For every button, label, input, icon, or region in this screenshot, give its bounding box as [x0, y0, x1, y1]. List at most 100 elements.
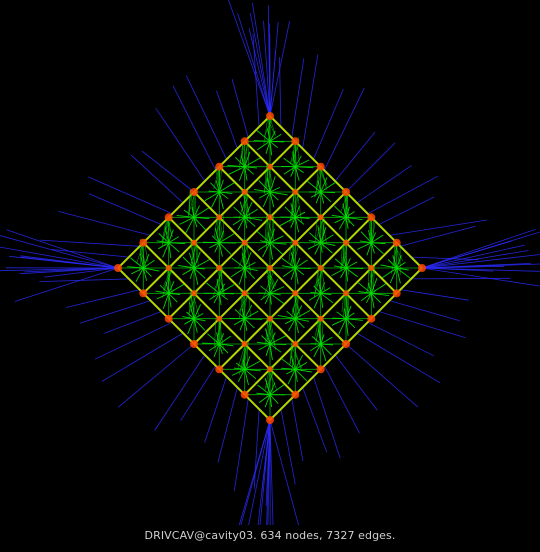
graph-edge: [252, 2, 271, 117]
graph-edge: [51, 249, 129, 258]
graph-edge: [211, 191, 220, 208]
graph-edge: [240, 419, 271, 525]
graph-edge: [135, 267, 144, 282]
graph-edge: [238, 267, 246, 285]
graph-edge: [269, 165, 297, 193]
graph-node-cluster: [392, 238, 401, 247]
graph-edge: [314, 264, 319, 298]
graph-node-cluster: [266, 416, 274, 424]
graph-edge: [263, 20, 271, 117]
graph-edge: [187, 318, 195, 335]
graph-edge: [193, 165, 221, 193]
graph-edge: [243, 216, 271, 244]
graph-edge: [371, 234, 384, 244]
graph-edge: [216, 267, 224, 291]
graph-edge: [231, 78, 249, 138]
graph-edge: [182, 267, 195, 276]
graph-edge: [239, 141, 246, 166]
graph-edge: [269, 21, 279, 117]
graph-edge: [269, 241, 297, 269]
graph-edge: [372, 264, 376, 291]
graph-edge: [193, 205, 200, 218]
graph-edge: [360, 231, 372, 244]
graph-edge: [117, 267, 145, 295]
graph-edge: [238, 295, 248, 313]
graph-edge: [321, 168, 327, 190]
graph-edge: [218, 242, 232, 255]
graph-edge: [243, 191, 271, 219]
graph-edge: [244, 318, 255, 329]
graph-edge: [247, 142, 249, 170]
graph-edge: [219, 191, 229, 200]
graph-edge: [218, 317, 225, 351]
graph-edge: [321, 217, 327, 244]
graph-edge: [319, 216, 347, 244]
graph-edge: [244, 143, 248, 168]
graph-edge: [290, 252, 296, 269]
graph-edge: [209, 242, 220, 249]
graph-edge: [190, 240, 197, 271]
graph-edge: [14, 267, 119, 302]
graph-edge: [260, 292, 271, 301]
graph-edge: [6, 229, 119, 269]
graph-edge: [370, 216, 398, 244]
graph-edge: [239, 141, 244, 170]
graph-edge: [241, 347, 247, 374]
graph-edge: [396, 261, 406, 269]
graph-node-cluster: [165, 265, 172, 271]
graph-edge: [237, 344, 246, 368]
graph-node-cluster: [367, 314, 376, 323]
graph-edge: [370, 241, 398, 269]
graph-node-cluster: [291, 137, 300, 146]
graph-edge: [265, 343, 271, 356]
graph-edge: [269, 419, 274, 525]
graph-edge: [269, 133, 282, 142]
graph-edge: [216, 90, 238, 149]
graph-edge: [389, 300, 460, 322]
graph-edge: [209, 292, 220, 300]
graph-edge: [188, 190, 192, 217]
graph-edge: [345, 267, 373, 295]
graph-edge: [213, 293, 220, 304]
graph-edge: [168, 292, 178, 303]
graph-edge: [345, 216, 373, 244]
graph-edge: [117, 343, 195, 408]
graph-edge: [341, 246, 348, 270]
graph-edge: [356, 332, 441, 384]
graph-edge: [269, 419, 299, 525]
graph-edge: [237, 369, 246, 382]
graph-node-cluster: [190, 340, 198, 348]
graph-edge: [295, 211, 306, 218]
graph-edge: [219, 335, 232, 345]
graph-edge: [269, 176, 276, 193]
graph-edge: [294, 318, 299, 334]
graph-edge: [168, 284, 185, 294]
graph-edge: [306, 180, 321, 193]
graph-edge: [214, 242, 220, 253]
graph-caption: DRIVCAV@cavity03. 634 nodes, 7327 edges.: [144, 529, 396, 542]
graph-node-cluster: [216, 265, 223, 271]
graph-edge: [218, 167, 221, 187]
graph-edge: [143, 259, 155, 269]
graph-node-cluster: [215, 162, 224, 171]
graph-edge: [294, 343, 322, 371]
graph-edge: [393, 244, 397, 266]
graph-edge: [101, 332, 184, 382]
graph-edge: [313, 376, 341, 459]
graph-edge: [269, 235, 284, 244]
graph-edge: [155, 107, 206, 182]
graph-edge: [219, 233, 235, 244]
graph-edge: [213, 343, 220, 358]
graph-edge: [193, 267, 221, 295]
graph-edge: [269, 191, 297, 219]
graph-edge: [258, 180, 271, 193]
graph-node-cluster: [191, 239, 197, 246]
graph-edge: [215, 180, 220, 193]
graph-edge: [320, 292, 334, 304]
graph-edge: [233, 206, 246, 218]
graph-node-cluster: [267, 366, 273, 373]
graph-edge: [244, 356, 251, 370]
graph-edge: [167, 216, 195, 244]
graph-edge: [369, 269, 374, 296]
graph-edge: [193, 318, 206, 331]
